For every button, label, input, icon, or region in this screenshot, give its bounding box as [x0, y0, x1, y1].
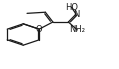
Text: N: N: [73, 10, 79, 19]
Text: HO: HO: [65, 3, 78, 12]
Text: O: O: [36, 25, 42, 34]
Text: NH₂: NH₂: [69, 25, 85, 34]
